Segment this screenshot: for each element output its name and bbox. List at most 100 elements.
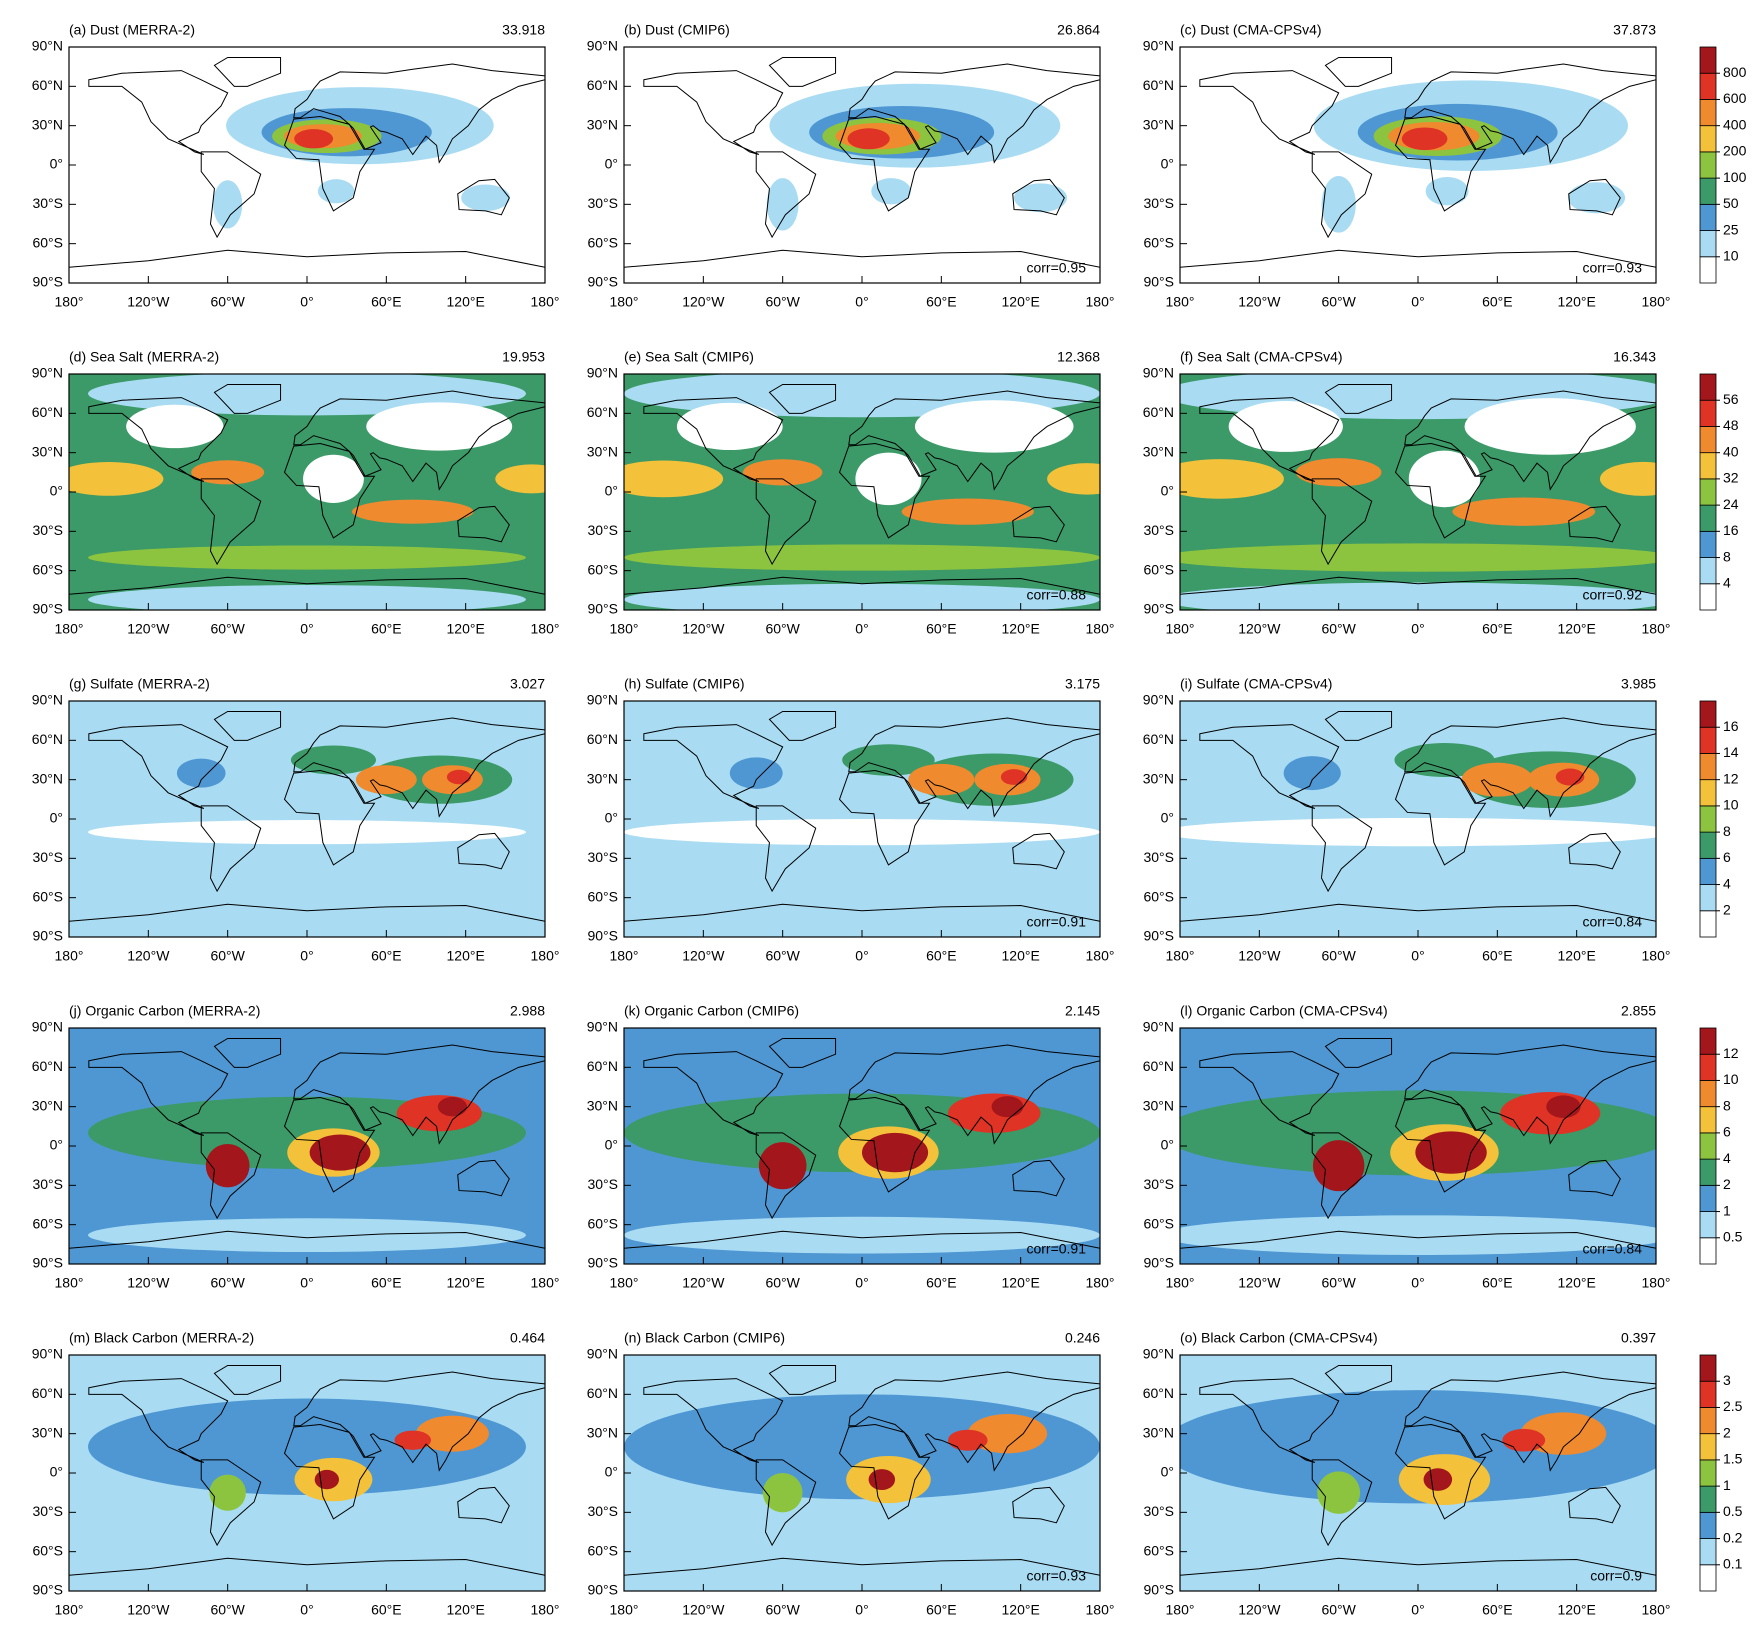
x-tick-label: 120°W — [1238, 948, 1281, 964]
colorbar-label: 24 — [1723, 496, 1739, 512]
x-tick-label: 120°W — [1238, 1602, 1281, 1618]
colorbar-label: 10 — [1723, 797, 1739, 813]
panel-title: (e) Sea Salt (CMIP6) — [624, 349, 754, 365]
field-contour — [908, 763, 975, 796]
field-contour — [88, 585, 526, 610]
global-mean: 19.953 — [502, 349, 545, 365]
y-tick-label: 90°S — [1143, 1582, 1174, 1598]
colorbar-box — [1699, 151, 1717, 179]
colorbar-box — [1699, 557, 1717, 585]
x-tick-label: 60°W — [210, 1602, 245, 1618]
x-tick-label: 180° — [610, 294, 639, 310]
y-tick-label: 0° — [1161, 483, 1174, 499]
colorbar-label: 800 — [1723, 64, 1747, 80]
x-tick-label: 60°E — [371, 948, 402, 964]
coastline — [1180, 1557, 1656, 1576]
x-tick-label: 60°W — [765, 294, 800, 310]
y-tick-label: 90°S — [587, 1255, 618, 1271]
coastline — [838, 115, 931, 212]
coastline — [69, 1557, 545, 1576]
field-contour — [743, 459, 823, 486]
coastline — [457, 1486, 510, 1524]
coastline — [1180, 249, 1656, 268]
y-tick-label: 90°S — [1143, 601, 1174, 617]
x-tick-label: 120°W — [682, 948, 725, 964]
x-tick-label: 120°E — [447, 948, 485, 964]
y-tick-label: 90°S — [1143, 928, 1174, 944]
field — [624, 374, 1100, 610]
x-tick-label: 60°W — [765, 948, 800, 964]
colorbar-label: 50 — [1723, 195, 1739, 211]
y-tick-label: 30°N — [32, 770, 63, 786]
x-tick-label: 0° — [855, 948, 868, 964]
y-tick-label: 30°S — [1143, 849, 1174, 865]
map-panel: (e) Sea Salt (CMIP6) 12.368 corr=0.88 180° 1… — [587, 349, 1115, 637]
x-tick-label: 180° — [1086, 1275, 1115, 1291]
y-tick-label: 60°S — [587, 888, 618, 904]
coastline — [1394, 1096, 1487, 1193]
map-panel: (j) Organic Carbon (MERRA-2) 2.988 180° 120… — [32, 1003, 560, 1291]
x-tick-label: 60°E — [1482, 621, 1513, 637]
colorbar-label: 6 — [1723, 1124, 1731, 1140]
coastline — [1012, 832, 1065, 870]
x-tick-label: 180° — [1086, 948, 1115, 964]
coastline — [88, 1051, 229, 1136]
field-contour — [1014, 183, 1067, 213]
y-tick-label: 60°N — [1143, 404, 1174, 420]
colorbar-box — [1699, 1080, 1717, 1108]
x-tick-label: 180° — [531, 294, 560, 310]
x-tick-label: 120°W — [1238, 294, 1281, 310]
colorbar-box — [1699, 1564, 1717, 1592]
y-tick-label: 60°S — [32, 234, 63, 250]
coastline — [213, 1037, 282, 1068]
global-mean: 3.027 — [510, 676, 545, 692]
x-tick-label: 180° — [55, 1602, 84, 1618]
correlation: corr=0.91 — [1026, 914, 1086, 930]
x-tick-label: 120°E — [1558, 1275, 1596, 1291]
panel-title: (m) Black Carbon (MERRA-2) — [69, 1330, 254, 1346]
colorbar-label: 2.5 — [1723, 1398, 1743, 1414]
colorbar-label: 8 — [1723, 548, 1731, 564]
y-tick-label: 60°S — [32, 561, 63, 577]
y-tick-label: 30°S — [32, 849, 63, 865]
x-tick-label: 180° — [1166, 621, 1195, 637]
coastline — [768, 1364, 837, 1395]
y-tick-label: 90°S — [32, 1255, 63, 1271]
colorbar-label: 10 — [1723, 247, 1739, 263]
field-contour — [209, 1474, 246, 1511]
y-tick-label: 90°N — [587, 365, 618, 381]
x-tick-label: 180° — [1086, 1602, 1115, 1618]
coastline — [293, 390, 545, 491]
y-tick-label: 90°N — [32, 1346, 63, 1362]
colorbar-label: 2 — [1723, 1424, 1731, 1440]
colorbar-label: 0.1 — [1723, 1555, 1743, 1571]
coastline — [1180, 576, 1656, 595]
coastline — [755, 478, 817, 566]
map-panel: (h) Sulfate (CMIP6) 3.175 corr=0.91 180° 120… — [587, 676, 1115, 964]
field-contour — [309, 1134, 371, 1171]
y-tick-label: 30°N — [587, 116, 618, 132]
field-contour — [1295, 458, 1382, 487]
y-tick-label: 90°S — [587, 274, 618, 290]
field-contour — [1047, 463, 1100, 495]
field-contour — [868, 1469, 896, 1491]
coastline — [1568, 505, 1621, 543]
coastline — [200, 1132, 262, 1220]
colorbar-label: 12 — [1723, 1045, 1739, 1061]
coastline — [1568, 1486, 1621, 1524]
field-contour — [967, 1414, 1048, 1454]
x-tick-label: 180° — [610, 621, 639, 637]
panel-title: (c) Dust (CMA-CPSv4) — [1180, 22, 1322, 38]
colorbar-label: 12 — [1723, 770, 1739, 786]
coastline — [838, 442, 931, 539]
y-tick-label: 90°N — [587, 1346, 618, 1362]
y-tick-label: 30°N — [32, 443, 63, 459]
y-tick-label: 60°S — [587, 561, 618, 577]
y-tick-label: 30°S — [1143, 522, 1174, 538]
panel-title: (j) Organic Carbon (MERRA-2) — [69, 1003, 260, 1019]
coastline — [457, 1159, 510, 1197]
colorbar-box — [1699, 125, 1717, 153]
field-contour — [991, 1096, 1024, 1118]
map-panel: (n) Black Carbon (CMIP6) 0.246 corr=0.93 18… — [587, 1330, 1115, 1618]
